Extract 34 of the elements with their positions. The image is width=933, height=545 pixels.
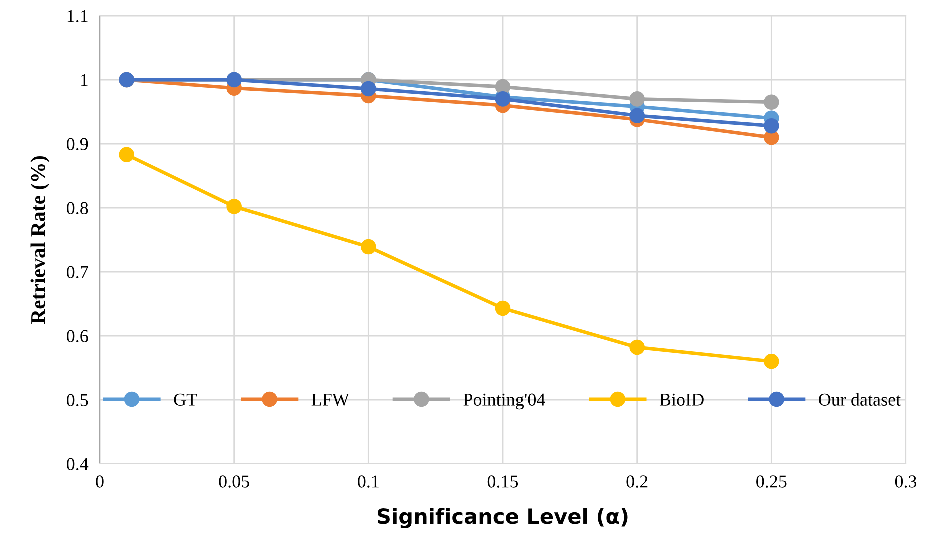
y-axis-title: Retrieval Rate (%) [30,156,50,324]
point [495,79,511,95]
y-tick-label: 1 [81,74,88,86]
point [119,147,135,163]
point [764,118,780,134]
point [630,92,645,107]
point [361,239,376,255]
y-tick-label: 0.4 [67,458,89,471]
x-tick-label: 0.3 [895,476,917,488]
point [495,300,511,316]
point [361,81,376,97]
y-tick-label: 1.1 [68,10,88,23]
legend-label: GT [174,394,198,406]
y-tick-label: 0.5 [67,394,88,407]
point [630,108,645,124]
x-axis-title: Significance Level (α) [378,508,628,528]
x-tick-label: 0.25 [756,476,787,488]
y-tick-label: 0.7 [67,266,88,279]
point [630,340,645,356]
point [764,354,780,370]
y-tick-label: 0.8 [67,202,88,215]
x-tick-label: 0.1 [358,476,379,488]
y-tick-label: 0.6 [67,330,88,343]
legend-label: Our dataset [819,393,901,406]
legend-label: Pointing'04 [464,394,546,410]
point [764,94,780,110]
point [226,199,242,214]
x-tick-label: 0 [96,476,104,488]
x-tick-label: 0.05 [219,476,250,488]
legend-label: BioID [660,394,704,406]
x-tick-label: 0.15 [488,476,518,488]
y-tick-label: 0.9 [67,138,88,151]
x-tick-label: 0.2 [626,476,648,488]
legend-label: LFW [312,394,350,406]
